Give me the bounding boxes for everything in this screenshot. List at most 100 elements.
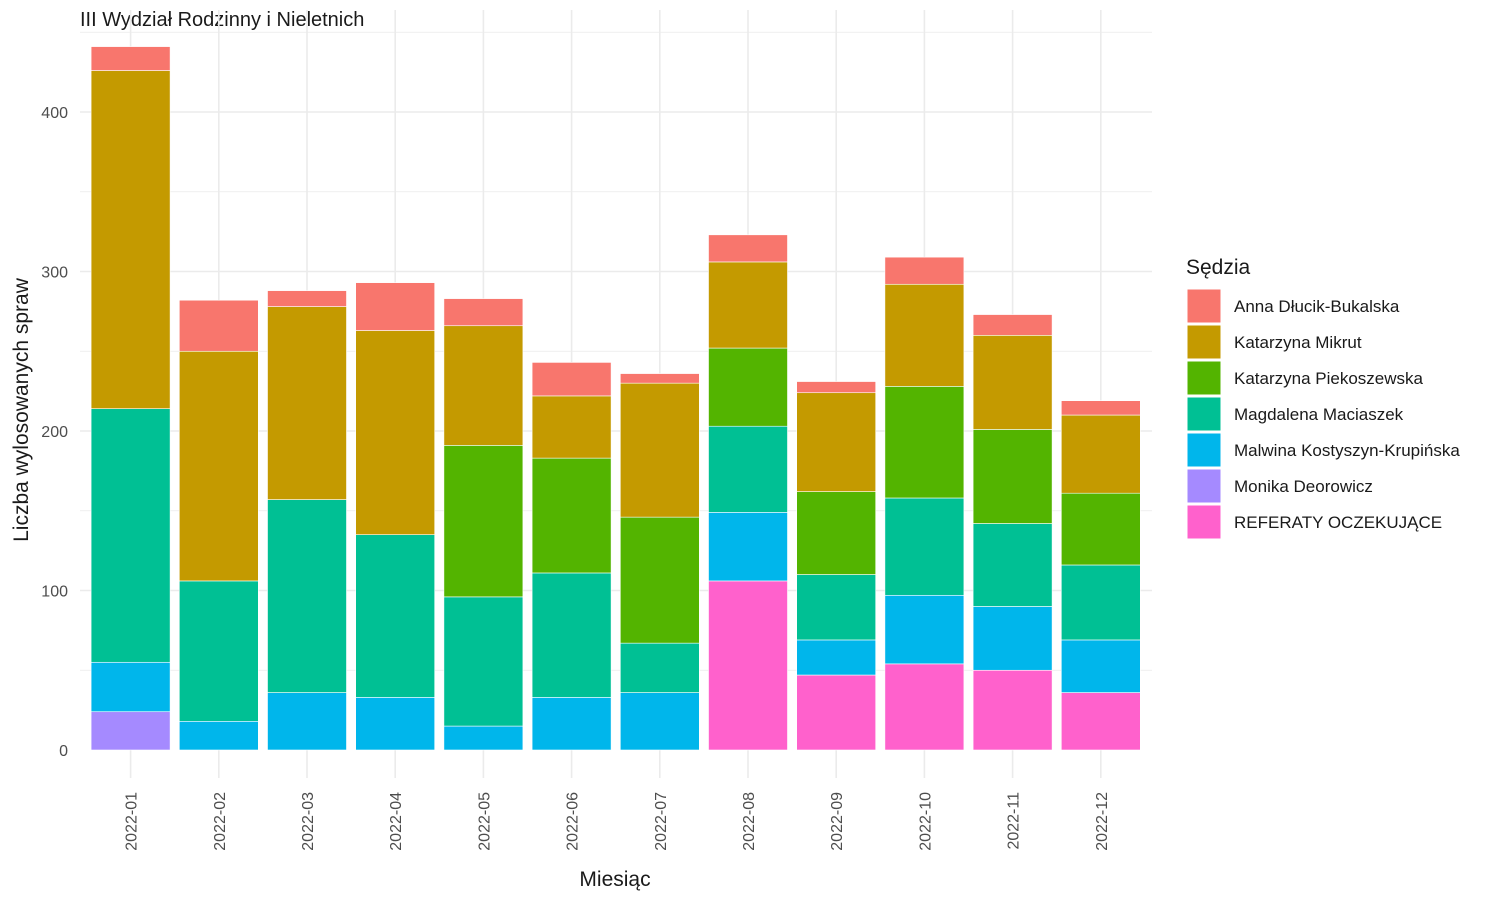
bar-segment xyxy=(884,497,965,596)
y-axis-title: Liczba wylosowanych spraw xyxy=(10,277,33,542)
bar-segment xyxy=(267,290,347,307)
x-tick-label: 2022-02 xyxy=(212,792,229,851)
bar-segment xyxy=(796,381,877,394)
legend: Sędzia Anna Dłucik-Bukalska Katarzyna Mik… xyxy=(1186,256,1460,540)
bar-segment xyxy=(972,606,1053,671)
bar-segment xyxy=(443,298,524,327)
bar-segment xyxy=(179,580,259,722)
bar-segment xyxy=(972,429,1053,524)
y-tick-label: 400 xyxy=(41,105,68,122)
bar-segment xyxy=(972,334,1053,430)
legend-label: Anna Dłucik-Bukalska xyxy=(1234,297,1400,316)
bar-segment xyxy=(1061,692,1141,751)
bar-segment xyxy=(355,330,436,535)
bar-segment xyxy=(443,325,524,446)
bar-segment xyxy=(619,642,700,693)
y-tick-label: 0 xyxy=(59,743,68,760)
bar-segment xyxy=(1061,492,1141,566)
x-tick-label: 2022-03 xyxy=(300,792,317,851)
bar-segment xyxy=(267,306,347,500)
bar-segment xyxy=(90,711,171,751)
bar-segment xyxy=(355,534,436,698)
bar-segment xyxy=(708,347,788,427)
x-tick-label: 2022-04 xyxy=(388,792,405,851)
legend-swatch xyxy=(1186,504,1222,540)
legend-swatch xyxy=(1186,360,1222,396)
bar-segment xyxy=(796,674,877,751)
bar-segment xyxy=(1061,400,1141,416)
bar-segment xyxy=(708,234,788,263)
bar-segment xyxy=(884,283,965,387)
legend-label: Katarzyna Mikrut xyxy=(1234,333,1362,352)
bar-segment xyxy=(708,580,788,751)
bar-segment xyxy=(796,574,877,641)
bar-segment xyxy=(972,314,1053,336)
legend-label: Katarzyna Piekoszewska xyxy=(1234,369,1424,388)
bar-segment xyxy=(267,499,347,693)
bar-segment xyxy=(796,639,877,676)
x-axis-ticks: 2022-01 2022-02 2022-03 2022-04 2022-05 2022-… xyxy=(124,792,1111,851)
legend-swatch xyxy=(1186,468,1222,504)
x-tick-label: 2022-06 xyxy=(565,792,582,851)
bar-segment xyxy=(443,596,524,727)
legend-swatch xyxy=(1186,432,1222,468)
bar-segment xyxy=(884,386,965,499)
legend-swatch xyxy=(1186,396,1222,432)
x-tick-label: 2022-10 xyxy=(917,792,934,851)
bar-segment xyxy=(708,261,788,349)
x-tick-label: 2022-08 xyxy=(741,792,758,851)
bar-segment xyxy=(619,382,700,518)
legend-label: REFERATY OCZEKUJĄCE xyxy=(1234,513,1442,532)
bar-segment xyxy=(796,392,877,492)
bar-segment xyxy=(884,663,965,751)
bar-segment xyxy=(90,70,171,409)
bar-segment xyxy=(972,523,1053,607)
bar-segment xyxy=(708,425,788,513)
bar-segment xyxy=(531,395,612,459)
bar-segment xyxy=(1061,564,1141,641)
bar-segment xyxy=(179,720,259,751)
bar-segment xyxy=(531,362,612,397)
bar-segment xyxy=(531,572,612,698)
legend-swatch xyxy=(1186,324,1222,360)
bar-segment xyxy=(179,350,259,582)
x-tick-label: 2022-07 xyxy=(653,792,670,851)
bar-segment xyxy=(443,445,524,598)
bar-segment xyxy=(355,697,436,751)
bar-segment xyxy=(531,697,612,751)
bar-segment xyxy=(1061,639,1141,693)
bar-segment xyxy=(619,692,700,751)
y-axis-ticks: 0 100 200 300 400 xyxy=(41,105,68,760)
y-tick-label: 200 xyxy=(41,424,68,441)
x-tick-label: 2022-11 xyxy=(1006,792,1023,850)
y-tick-label: 100 xyxy=(41,584,68,601)
legend-label: Malwina Kostyszyn-Krupińska xyxy=(1234,441,1460,460)
x-tick-label: 2022-09 xyxy=(829,792,846,851)
bar-segment xyxy=(884,256,965,285)
bar-segment xyxy=(355,282,436,331)
bar-segment xyxy=(90,46,171,71)
bar-segment xyxy=(972,669,1053,751)
bar-segment xyxy=(708,512,788,582)
bar-segment xyxy=(90,408,171,663)
legend-label: Magdalena Maciaszek xyxy=(1234,405,1404,424)
legend-title: Sędzia xyxy=(1186,256,1251,279)
x-axis-title: Miesiąc xyxy=(579,868,650,891)
bar-segment xyxy=(443,725,524,751)
x-tick-label: 2022-12 xyxy=(1094,792,1111,851)
legend-label: Monika Deorowicz xyxy=(1234,477,1373,496)
bar-segment xyxy=(796,491,877,575)
x-tick-label: 2022-01 xyxy=(124,792,141,851)
chart-title: III Wydział Rodzinny i Nieletnich xyxy=(80,9,364,31)
bar-segment xyxy=(90,661,171,713)
bar-segment xyxy=(531,457,612,574)
bar-segment xyxy=(619,516,700,644)
legend-swatch xyxy=(1186,288,1222,324)
x-tick-label: 2022-05 xyxy=(476,792,493,851)
bars xyxy=(90,46,1141,751)
y-tick-label: 300 xyxy=(41,265,68,282)
bar-segment xyxy=(619,373,700,384)
bar-segment xyxy=(884,594,965,665)
bar-segment xyxy=(267,692,347,751)
